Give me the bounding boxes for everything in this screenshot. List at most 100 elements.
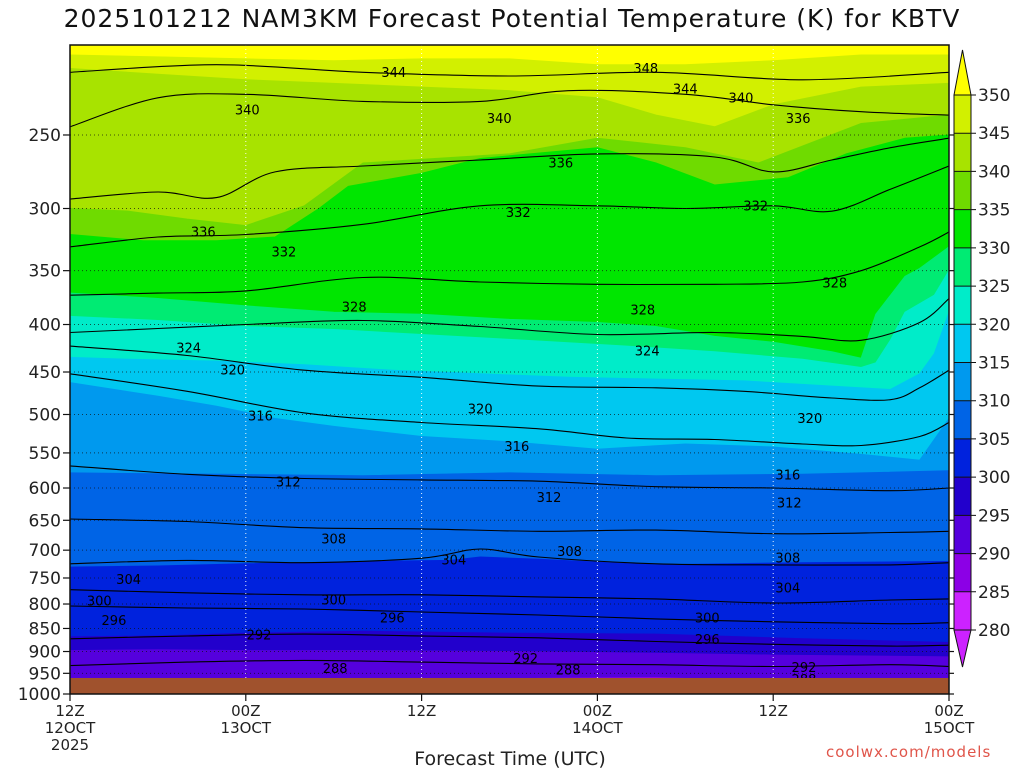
y-tick-label: 700 bbox=[29, 541, 61, 561]
y-tick-label: 550 bbox=[29, 444, 61, 464]
contour-label: 312 bbox=[276, 475, 301, 490]
contour-label: 324 bbox=[176, 342, 201, 357]
contour-332 bbox=[70, 165, 949, 248]
contour-324 bbox=[70, 298, 949, 342]
contour-label: 324 bbox=[635, 344, 660, 359]
contour-label: 296 bbox=[380, 611, 405, 626]
colorbar-label: 310 bbox=[978, 392, 1010, 412]
y-tick-label: 450 bbox=[29, 363, 61, 383]
y-tick-label: 300 bbox=[29, 200, 61, 220]
colorbar-swatch bbox=[954, 515, 971, 555]
contour-label: 304 bbox=[116, 573, 141, 588]
colorbar-swatch bbox=[954, 209, 971, 249]
contour-label: 312 bbox=[777, 497, 802, 512]
contour-label: 320 bbox=[797, 412, 822, 427]
y-tick-label: 850 bbox=[29, 619, 61, 639]
contour-label: 316 bbox=[775, 469, 800, 484]
colorbar-swatch bbox=[954, 95, 971, 134]
contour-316 bbox=[70, 373, 949, 447]
contour-label: 288 bbox=[556, 663, 581, 678]
x-tick-label: 12Z bbox=[407, 702, 436, 720]
colorbar-label: 320 bbox=[978, 315, 1010, 335]
contour-label: 332 bbox=[506, 206, 531, 221]
contour-label: 304 bbox=[775, 582, 800, 597]
y-tick-label: 650 bbox=[29, 511, 61, 531]
contour-label: 292 bbox=[792, 661, 817, 676]
contour-label: 336 bbox=[548, 157, 573, 172]
colorbar-label: 315 bbox=[978, 354, 1010, 374]
x-tick-label: 13OCT bbox=[221, 719, 272, 737]
contour-labels: 348 344 344 340 340 340 336 336 336 332 332 332 328 3… bbox=[87, 62, 847, 694]
colorbar-label: 345 bbox=[978, 124, 1010, 144]
contour-label: 292 bbox=[513, 652, 538, 667]
contour-label: 296 bbox=[695, 633, 720, 648]
colorbar-top-arrow bbox=[953, 49, 972, 96]
y-tick-label: 350 bbox=[29, 262, 61, 282]
colorbar-label: 330 bbox=[978, 239, 1010, 259]
contour-344 bbox=[70, 64, 949, 81]
x-axis-title: Forecast Time (UTC) bbox=[414, 748, 605, 768]
colorbar-swatch bbox=[954, 171, 971, 211]
y-tick-label: 800 bbox=[29, 595, 61, 615]
x-tick-label: 00Z bbox=[934, 702, 963, 720]
x-tick-label: 2025 bbox=[51, 736, 89, 754]
colorbar-swatch bbox=[954, 553, 971, 593]
contour-label: 312 bbox=[537, 491, 562, 506]
contour-label: 300 bbox=[87, 594, 112, 609]
colorbar-label: 305 bbox=[978, 430, 1010, 450]
contour-304 bbox=[70, 548, 949, 566]
contour-label: 328 bbox=[822, 277, 847, 292]
colorbar-swatch bbox=[954, 286, 971, 325]
colorbar-swatch bbox=[954, 133, 971, 172]
contour-label: 288 bbox=[323, 662, 348, 677]
contour-292 bbox=[70, 633, 949, 647]
contour-label: 336 bbox=[786, 112, 811, 127]
contour-label: 340 bbox=[487, 112, 512, 127]
contour-label: 308 bbox=[557, 545, 582, 560]
contour-300 bbox=[70, 589, 949, 604]
y-tick-label: 600 bbox=[29, 479, 61, 499]
y-tick-label: 500 bbox=[29, 405, 61, 425]
contour-308 bbox=[70, 518, 949, 535]
colorbar-swatch bbox=[954, 400, 971, 440]
colorbar-label: 335 bbox=[978, 201, 1010, 221]
contour-label: 340 bbox=[235, 104, 260, 119]
contour-label: 344 bbox=[673, 82, 698, 97]
contour-label: 316 bbox=[248, 410, 273, 425]
fill-band bbox=[70, 556, 949, 644]
y-tick-label: 900 bbox=[29, 643, 61, 663]
colorbar-label: 290 bbox=[978, 545, 1010, 565]
x-tick-label: 00Z bbox=[231, 702, 260, 720]
x-tick-label: 00Z bbox=[583, 702, 612, 720]
colorbar: 350 345 340 335 330 325 320 315 310 305 300 295 290 2… bbox=[953, 49, 1010, 668]
contour-label: 348 bbox=[633, 62, 658, 77]
contour-328 bbox=[70, 231, 949, 296]
colorbar-swatch bbox=[954, 591, 971, 631]
contour-label: 308 bbox=[775, 552, 800, 567]
contour-336 bbox=[70, 137, 949, 200]
contour-label: 300 bbox=[321, 593, 346, 608]
contour-label: 304 bbox=[441, 553, 466, 568]
chart-title: 2025101212 NAM3KM Forecast Potential Tem… bbox=[63, 4, 961, 33]
colorbar-label: 280 bbox=[978, 621, 1010, 641]
y-tick-label: 400 bbox=[29, 316, 61, 336]
colorbar-label: 350 bbox=[978, 86, 1010, 106]
contour-312 bbox=[70, 465, 949, 492]
y-tick-label: 750 bbox=[29, 569, 61, 589]
contour-296 bbox=[70, 605, 949, 625]
colorbar-label: 295 bbox=[978, 506, 1010, 526]
contour-label: 316 bbox=[504, 440, 529, 455]
colorbar-label: 300 bbox=[978, 468, 1010, 488]
contour-label: 332 bbox=[271, 245, 296, 260]
contour-label: 300 bbox=[695, 611, 720, 626]
x-tick-label: 14OCT bbox=[572, 719, 623, 737]
contour-320 bbox=[70, 345, 949, 401]
colorbar-label: 285 bbox=[978, 583, 1010, 603]
contour-label: 320 bbox=[468, 402, 493, 417]
colorbar-label: 340 bbox=[978, 162, 1010, 182]
colorbar-swatch bbox=[954, 438, 971, 478]
contour-label: 292 bbox=[247, 629, 272, 644]
colorbar-swatch bbox=[954, 362, 971, 402]
